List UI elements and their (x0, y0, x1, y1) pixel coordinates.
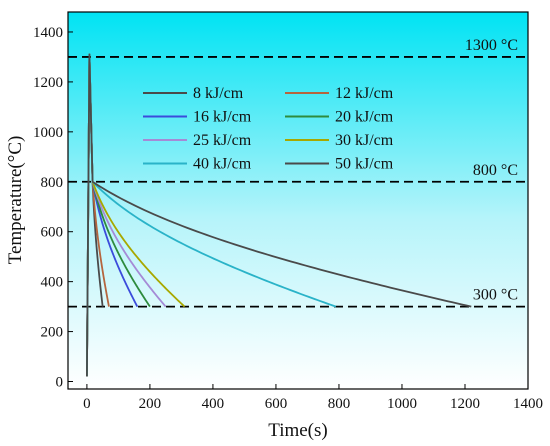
y-tick-label: 0 (56, 375, 64, 391)
legend-label: 12 kJ/cm (335, 85, 394, 102)
legend-label: 30 kJ/cm (335, 132, 394, 149)
series-line (86, 53, 104, 377)
legend-label: 16 kJ/cm (193, 109, 252, 126)
legend-label: 20 kJ/cm (335, 109, 394, 126)
x-tick-label: 200 (139, 396, 162, 412)
series-line (86, 53, 151, 377)
series-line (86, 53, 186, 377)
x-tick-label: 600 (265, 396, 288, 412)
series-line (86, 53, 472, 377)
legend-label: 25 kJ/cm (193, 132, 252, 149)
y-axis-title: Temperature(°C) (5, 136, 26, 265)
y-tick-label: 600 (41, 225, 64, 241)
x-tick-label: 1000 (387, 396, 417, 412)
reference-line-label: 800 °C (473, 162, 518, 179)
reference-line-label: 300 °C (473, 287, 518, 304)
y-tick-label: 1000 (33, 125, 63, 141)
series-lines (86, 53, 472, 377)
legend-label: 8 kJ/cm (193, 85, 244, 102)
reference-line-label: 1300 °C (465, 37, 518, 54)
x-tick-label: 1400 (513, 396, 543, 412)
y-tick-label: 1200 (33, 75, 63, 91)
x-axis-title: Time(s) (268, 420, 327, 441)
legend-label: 50 kJ/cm (335, 156, 394, 173)
plot-frame (67, 11, 529, 390)
x-tick-label: 400 (202, 396, 225, 412)
plot-background (68, 12, 528, 389)
series-line (86, 53, 110, 377)
y-tick-label: 1400 (33, 25, 63, 41)
y-tick-label: 200 (41, 325, 64, 341)
y-tick-label: 800 (41, 175, 64, 191)
axes: 0 200 400 600 800 1000 1200 1400 0 200 400 600 800 10… (33, 25, 543, 412)
x-tick-label: 800 (328, 396, 351, 412)
y-tick-label: 400 (41, 275, 64, 291)
reference-lines: 1300 °C 800 °C 300 °C (68, 37, 528, 308)
legend: 8 kJ/cm 12 kJ/cm 16 kJ/cm 20 kJ/cm 25 kJ/cm 3… (143, 85, 394, 173)
series-line (86, 53, 337, 377)
x-tick-label: 1200 (450, 396, 480, 412)
series-line (86, 53, 167, 377)
legend-label: 40 kJ/cm (193, 156, 252, 173)
series-line (86, 53, 139, 377)
x-tick-label: 0 (83, 396, 91, 412)
